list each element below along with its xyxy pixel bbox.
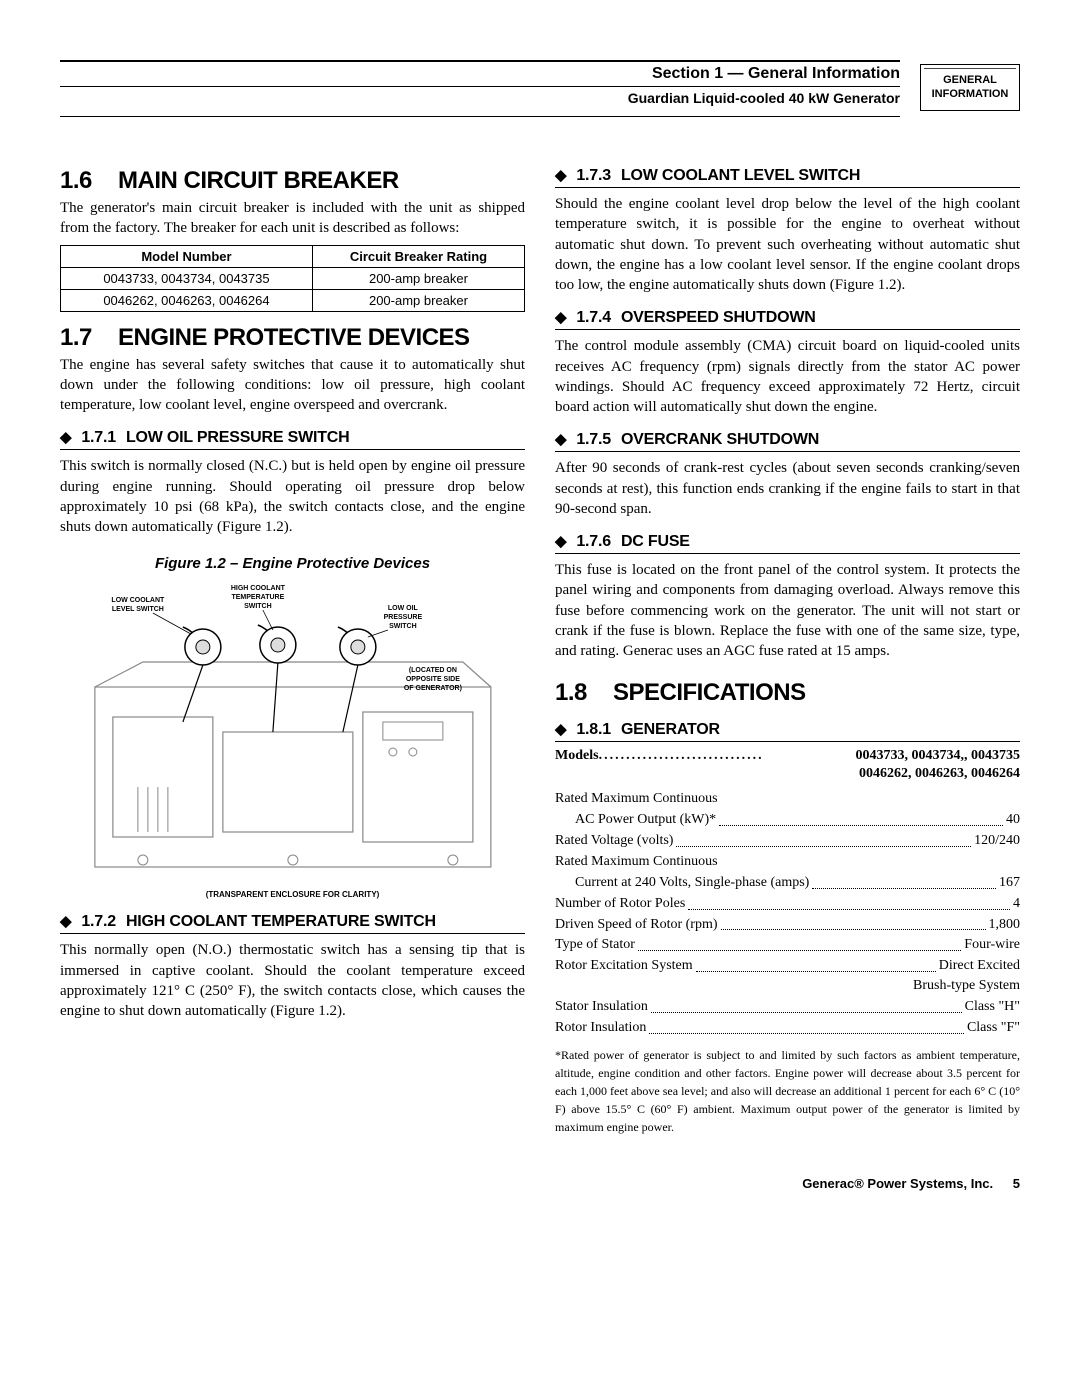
- spec-list: Rated Maximum Continuous AC Power Output …: [555, 790, 1020, 1038]
- body-1-7-2: This normally open (N.O.) thermostatic s…: [60, 940, 525, 1021]
- svg-text:SWITCH: SWITCH: [389, 623, 417, 630]
- footer-company: Generac® Power Systems, Inc.: [802, 1176, 993, 1191]
- figure-1-2: LOW COOLANT LEVEL SWITCH HIGH COOLANT TE…: [72, 582, 514, 882]
- left-column: 1.6 MAIN CIRCUIT BREAKER The generator's…: [60, 167, 525, 1136]
- header-product: Guardian Liquid-cooled 40 kW Generator: [60, 87, 900, 117]
- svg-text:LOW OIL: LOW OIL: [388, 605, 419, 612]
- sub-1-7-4: ◆ 1.7.4 OVERSPEED SHUTDOWN: [555, 309, 1020, 330]
- spec-footnote: *Rated power of generator is subject to …: [555, 1046, 1020, 1136]
- table-row: 0046262, 0046263, 0046264 200-amp breake…: [61, 289, 525, 311]
- header-tab-l2: INFORMATION: [925, 87, 1015, 101]
- svg-text:SWITCH: SWITCH: [244, 603, 272, 610]
- page-footer: Generac® Power Systems, Inc. 5: [60, 1176, 1020, 1191]
- section-1-7-intro: The engine has several safety switches t…: [60, 355, 525, 416]
- content-columns: 1.6 MAIN CIRCUIT BREAKER The generator's…: [60, 167, 1020, 1136]
- section-1-6-intro: The generator's main circuit breaker is …: [60, 198, 525, 239]
- spec-row: Stator InsulationClass "H": [555, 998, 1020, 1017]
- figure-note: (TRANSPARENT ENCLOSURE FOR CLARITY): [60, 890, 525, 899]
- page-header: Section 1 — General Information Guardian…: [60, 60, 1020, 117]
- svg-text:(LOCATED ON: (LOCATED ON: [408, 667, 456, 674]
- spec-models-row: Models .............................. 00…: [555, 748, 1020, 764]
- svg-text:LEVEL SWITCH: LEVEL SWITCH: [112, 606, 164, 613]
- sub-1-7-5: ◆ 1.7.5 OVERCRANK SHUTDOWN: [555, 431, 1020, 452]
- spec-row: AC Power Output (kW)*40: [555, 811, 1020, 830]
- diamond-icon: ◆: [555, 308, 566, 326]
- section-1-6-title: 1.6 MAIN CIRCUIT BREAKER: [60, 167, 525, 195]
- th-model: Model Number: [61, 245, 313, 267]
- diamond-icon: ◆: [555, 532, 566, 550]
- spec-row: Rotor Excitation SystemDirect Excited: [555, 957, 1020, 976]
- sub-1-7-1: ◆ 1.7.1 LOW OIL PRESSURE SWITCH: [60, 429, 525, 450]
- svg-text:OF GENERATOR): OF GENERATOR): [403, 685, 461, 692]
- spec-row: Driven Speed of Rotor (rpm)1,800: [555, 916, 1020, 935]
- svg-text:PRESSURE: PRESSURE: [383, 614, 422, 621]
- sub-1-7-2: ◆ 1.7.2 HIGH COOLANT TEMPERATURE SWITCH: [60, 913, 525, 934]
- spec-row: Rated Voltage (volts)120/240: [555, 832, 1020, 851]
- header-section: Section 1 — General Information: [60, 60, 900, 87]
- sub-1-7-6: ◆ 1.7.6 DC FUSE: [555, 533, 1020, 554]
- body-1-7-6: This fuse is located on the front panel …: [555, 560, 1020, 661]
- spec-row: Current at 240 Volts, Single-phase (amps…: [555, 874, 1020, 893]
- body-1-7-4: The control module assembly (CMA) circui…: [555, 336, 1020, 417]
- diamond-icon: ◆: [60, 428, 71, 446]
- spec-row: Number of Rotor Poles4: [555, 895, 1020, 914]
- th-rating: Circuit Breaker Rating: [312, 245, 524, 267]
- engine-diagram: LOW COOLANT LEVEL SWITCH HIGH COOLANT TE…: [72, 582, 514, 882]
- spec-row: Rated Maximum Continuous: [555, 853, 1020, 872]
- diamond-icon: ◆: [555, 166, 566, 184]
- diamond-icon: ◆: [555, 430, 566, 448]
- spec-row: Rated Maximum Continuous: [555, 790, 1020, 809]
- body-1-7-5: After 90 seconds of crank-rest cycles (a…: [555, 458, 1020, 519]
- svg-text:HIGH COOLANT: HIGH COOLANT: [230, 585, 285, 592]
- body-1-7-3: Should the engine coolant level drop bel…: [555, 194, 1020, 295]
- table-header-row: Model Number Circuit Breaker Rating: [61, 245, 525, 267]
- spec-models-row2: 0046262, 0046263, 0046264: [555, 766, 1020, 782]
- svg-text:TEMPERATURE: TEMPERATURE: [231, 594, 284, 601]
- header-tab: GENERAL INFORMATION: [920, 64, 1020, 111]
- section-1-8-title: 1.8 SPECIFICATIONS: [555, 679, 1020, 707]
- spec-row: Brush-type System: [555, 978, 1020, 994]
- svg-text:LOW COOLANT: LOW COOLANT: [111, 597, 165, 604]
- table-row: 0043733, 0043734, 0043735 200-amp breake…: [61, 267, 525, 289]
- diamond-icon: ◆: [60, 912, 71, 930]
- svg-text:OPPOSITE SIDE: OPPOSITE SIDE: [405, 676, 459, 683]
- breaker-table: Model Number Circuit Breaker Rating 0043…: [60, 245, 525, 312]
- body-1-7-1: This switch is normally closed (N.C.) bu…: [60, 456, 525, 537]
- header-tab-l1: GENERAL: [925, 73, 1015, 87]
- spec-row: Type of StatorFour-wire: [555, 936, 1020, 955]
- right-column: ◆ 1.7.3 LOW COOLANT LEVEL SWITCH Should …: [555, 167, 1020, 1136]
- section-1-7-title: 1.7 ENGINE PROTECTIVE DEVICES: [60, 324, 525, 352]
- figure-caption: Figure 1.2 – Engine Protective Devices: [60, 555, 525, 572]
- diamond-icon: ◆: [555, 720, 566, 738]
- footer-page: 5: [1013, 1176, 1020, 1191]
- spec-row: Rotor InsulationClass "F": [555, 1019, 1020, 1038]
- sub-1-7-3: ◆ 1.7.3 LOW COOLANT LEVEL SWITCH: [555, 167, 1020, 188]
- sub-1-8-1: ◆ 1.8.1 GENERATOR: [555, 721, 1020, 742]
